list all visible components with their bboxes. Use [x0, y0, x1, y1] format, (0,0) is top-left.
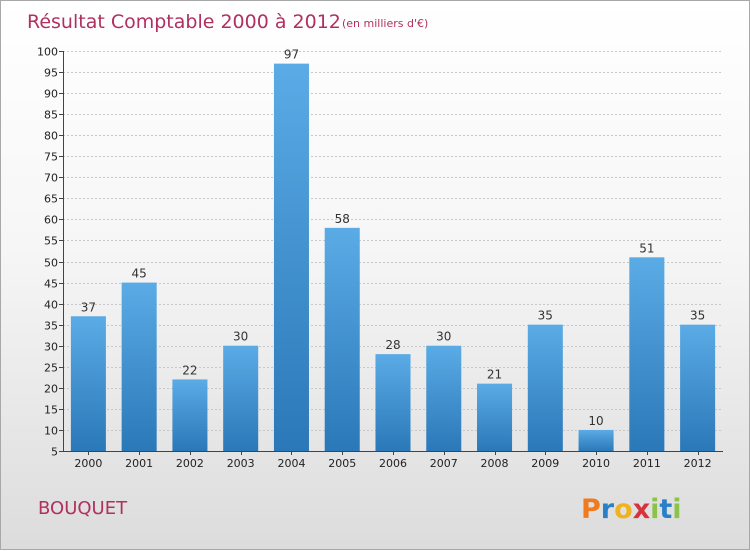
value-label-2004: 97 — [284, 48, 299, 62]
y-tick-label: 40 — [44, 299, 58, 312]
value-label-2006: 28 — [385, 338, 400, 352]
bar-2006 — [375, 354, 411, 451]
x-tick-label-2012: 2012 — [684, 457, 712, 470]
y-tick-label: 55 — [44, 235, 58, 248]
x-tick-label-2011: 2011 — [633, 457, 661, 470]
value-label-2005: 58 — [335, 212, 350, 226]
bar-2000 — [70, 316, 106, 451]
y-tick-label: 95 — [44, 67, 58, 80]
bar-2011 — [629, 257, 665, 451]
y-tick-label: 50 — [44, 257, 58, 270]
bar-layer: 37 45 22 30 97 58 28 30 21 35 10 51 35 — [70, 48, 716, 451]
place-name: BOUQUET — [38, 498, 128, 519]
grid-layer — [63, 51, 723, 431]
x-tick-label-2005: 2005 — [328, 457, 356, 470]
chart-subtitle: (en milliers d'€) — [342, 17, 428, 30]
x-tick-label-2003: 2003 — [227, 457, 255, 470]
y-tick-label: 10 — [44, 425, 58, 438]
y-tick-label: 20 — [44, 383, 58, 396]
bar-2001 — [121, 282, 157, 451]
logo-letter: i — [672, 494, 681, 525]
x-tick-label-2002: 2002 — [176, 457, 204, 470]
bar-2005 — [324, 227, 360, 451]
y-tick-label: 5 — [51, 446, 58, 459]
x-tick-label-2001: 2001 — [125, 457, 153, 470]
bar-2003 — [223, 345, 259, 451]
x-tick-label-2009: 2009 — [531, 457, 559, 470]
y-tick-label: 80 — [44, 130, 58, 143]
bar-2004 — [273, 63, 309, 451]
bar-2002 — [172, 379, 208, 451]
proxiti-logo: Proxiti — [581, 494, 682, 525]
y-tick-label: 70 — [44, 172, 58, 185]
logo-letter: P — [581, 494, 601, 525]
y-tick-label: 60 — [44, 214, 58, 227]
logo-letter: t — [659, 494, 672, 525]
y-tick-label: 65 — [44, 193, 58, 206]
logo-letter: r — [601, 494, 615, 525]
value-label-2011: 51 — [639, 241, 654, 255]
x-tick-label-2004: 2004 — [277, 457, 305, 470]
y-tick-label: 30 — [44, 341, 58, 354]
bar-2008 — [477, 383, 513, 451]
value-label-2003: 30 — [233, 330, 248, 344]
value-label-2008: 21 — [487, 368, 502, 382]
x-tick-label-2000: 2000 — [74, 457, 102, 470]
value-label-2010: 10 — [588, 414, 603, 428]
bar-2007 — [426, 345, 462, 451]
value-label-2000: 37 — [81, 300, 96, 314]
chart-title: Résultat Comptable 2000 à 2012 — [27, 11, 341, 33]
value-label-2012: 35 — [690, 309, 705, 323]
value-label-2007: 30 — [436, 330, 451, 344]
y-tick-label: 90 — [44, 88, 58, 101]
bar-2012 — [680, 324, 716, 451]
x-tick-label-2008: 2008 — [481, 457, 509, 470]
y-tick-label: 15 — [44, 404, 58, 417]
value-label-2002: 22 — [182, 363, 197, 377]
x-tick-label-2007: 2007 — [430, 457, 458, 470]
x-tick-label-2006: 2006 — [379, 457, 407, 470]
y-tick-label: 85 — [44, 109, 58, 122]
logo-letter: x — [633, 494, 650, 525]
bar-2010 — [578, 429, 614, 451]
axis-layer: 5 10 15 20 25 30 35 40 45 50 55 60 65 70 75 80 85 90 95 100… — [37, 46, 723, 470]
y-tick-label: 100 — [37, 46, 58, 59]
y-tick-label: 35 — [44, 320, 58, 333]
value-label-2009: 35 — [538, 309, 553, 323]
logo-letter: o — [614, 494, 633, 525]
logo-letter: i — [650, 494, 659, 525]
value-label-2001: 45 — [132, 267, 147, 281]
y-tick-label: 45 — [44, 278, 58, 291]
x-tick-label-2010: 2010 — [582, 457, 610, 470]
bar-2009 — [527, 324, 563, 451]
y-tick-label: 75 — [44, 151, 58, 164]
y-tick-label: 25 — [44, 362, 58, 375]
